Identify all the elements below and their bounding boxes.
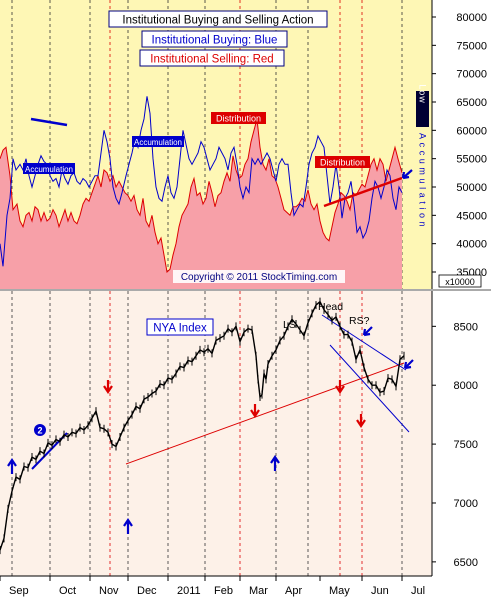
x-tick-label: Feb	[214, 585, 233, 597]
lower-y-tick-label: 7500	[454, 439, 478, 451]
blue-up-arrow-nov	[123, 518, 133, 534]
x-tick-label: Oct	[59, 585, 76, 597]
lower-y-tick-label: 8000	[454, 380, 478, 392]
annotation-box	[132, 136, 184, 147]
upper-y-tick-label: 45000	[456, 210, 487, 222]
annotation-low-vertical: Low Accumulation	[416, 84, 429, 230]
wave-2-label: 2	[37, 426, 42, 436]
annotation-label: Accumulation	[25, 165, 73, 174]
selling-area	[0, 119, 402, 289]
title-buying: Institutional Buying: Blue	[152, 35, 278, 47]
x-tick-label: Jul	[411, 585, 425, 597]
annotation-accumulation-1: Accumulation	[23, 163, 75, 174]
buying-trend-line	[30, 117, 68, 127]
upper-y-tick-label: 60000	[456, 125, 487, 137]
accumulation-vertical-label: Accumulation	[418, 133, 428, 230]
channel-lower-line	[329, 344, 410, 433]
x-tick-label: May	[329, 585, 350, 597]
x-tick-label: Mar	[249, 585, 268, 597]
label-head: Head	[318, 301, 343, 313]
x-tick-label: Apr	[285, 585, 302, 597]
nya-title: NYA Index	[153, 323, 207, 335]
upper-y-tick-label: 55000	[456, 154, 487, 166]
wave-2-circle	[34, 424, 46, 436]
red-down-arrow-jun	[356, 414, 366, 428]
low-label: Low	[418, 84, 428, 104]
label-ls: LS	[283, 319, 296, 331]
x-tick-label: 2011	[177, 585, 201, 597]
annotation-label: Distribution	[320, 158, 365, 168]
annotation-label: Distribution	[216, 114, 261, 124]
annotation-distribution-1: Distribution	[211, 112, 266, 124]
label-rs: RS?	[349, 315, 370, 327]
upper-y-axis: 3500040000450005000055000600006500070000…	[431, 0, 487, 289]
upper-series	[0, 96, 403, 289]
upper-y-tick-label: 65000	[456, 97, 487, 109]
upper-title-block: Institutional Buying and Selling Action …	[108, 10, 328, 67]
red-down-arrow-nov	[103, 380, 113, 394]
title-selling: Institutional Selling: Red	[150, 54, 273, 66]
wave-2-marker: 2	[34, 424, 46, 436]
x-tick-label: Dec	[137, 585, 157, 597]
x-tick-label: Nov	[99, 585, 119, 597]
annotation-box	[315, 156, 370, 168]
lower-x-axis: Sep Oct Nov Dec 2011 Feb Mar Apr May Jun Jul	[0, 575, 432, 597]
selling-line	[0, 118, 403, 273]
multiplier-box	[438, 274, 482, 288]
lower-y-axis: 6500 7000 7500 8000 8500	[431, 291, 478, 576]
annotation-label: Accumulation	[134, 138, 182, 147]
annotation-accumulation-2: Accumulation	[132, 136, 184, 147]
title-box-buying	[141, 30, 288, 48]
annotation-distribution-2: Distribution	[315, 156, 370, 168]
annotation-box	[211, 112, 266, 124]
x-tick-label: Jun	[371, 585, 389, 597]
upper-y-tick-label: 75000	[456, 40, 487, 52]
annotation-box	[23, 163, 75, 174]
blue-up-arrow-mar	[270, 455, 280, 471]
blue-up-arrow-sep	[7, 458, 17, 474]
title-box-main	[108, 10, 328, 28]
multiplier-label: x10000	[445, 277, 475, 287]
upper-y-tick-label: 50000	[456, 182, 487, 194]
nya-title-box	[146, 318, 214, 336]
red-down-arrow-mar	[250, 404, 260, 418]
blue-arrow-rs	[362, 326, 373, 337]
blue-arrow-upper	[401, 169, 413, 180]
lower-y-tick-label: 8500	[454, 321, 478, 333]
copyright-label: Copyright © 2011 StockTiming.com	[181, 272, 337, 283]
blue-arrow-breakout	[403, 359, 414, 370]
title-box-selling	[139, 49, 285, 67]
upper-y-tick-label: 40000	[456, 239, 487, 251]
low-box	[416, 91, 429, 127]
red-down-arrow-may	[335, 380, 345, 394]
signal-arrows	[7, 326, 414, 534]
lower-series	[0, 297, 405, 555]
lower-y-tick-label: 7000	[454, 498, 478, 510]
upper-y-tick-label: 70000	[456, 69, 487, 81]
support-trend-line	[125, 362, 405, 465]
title-main: Institutional Buying and Selling Action	[122, 15, 313, 27]
channel-upper-line	[321, 314, 407, 371]
upper-y-tick-label: 80000	[456, 12, 487, 24]
lower-y-tick-label: 6500	[454, 557, 478, 569]
x-tick-label: Sep	[9, 585, 29, 597]
buying-line	[0, 96, 403, 267]
distribution-trend-line	[323, 176, 403, 208]
copyright-box	[173, 270, 345, 283]
